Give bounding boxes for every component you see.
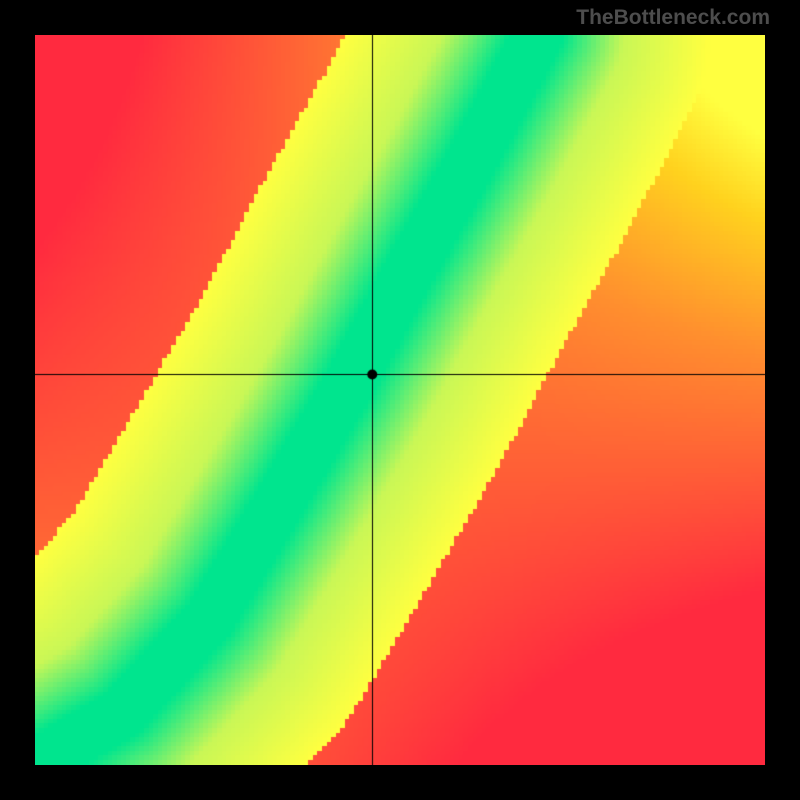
chart-container: TheBottleneck.com [0,0,800,800]
heatmap-canvas [35,35,765,765]
plot-frame [35,35,765,765]
watermark-text: TheBottleneck.com [576,6,770,30]
